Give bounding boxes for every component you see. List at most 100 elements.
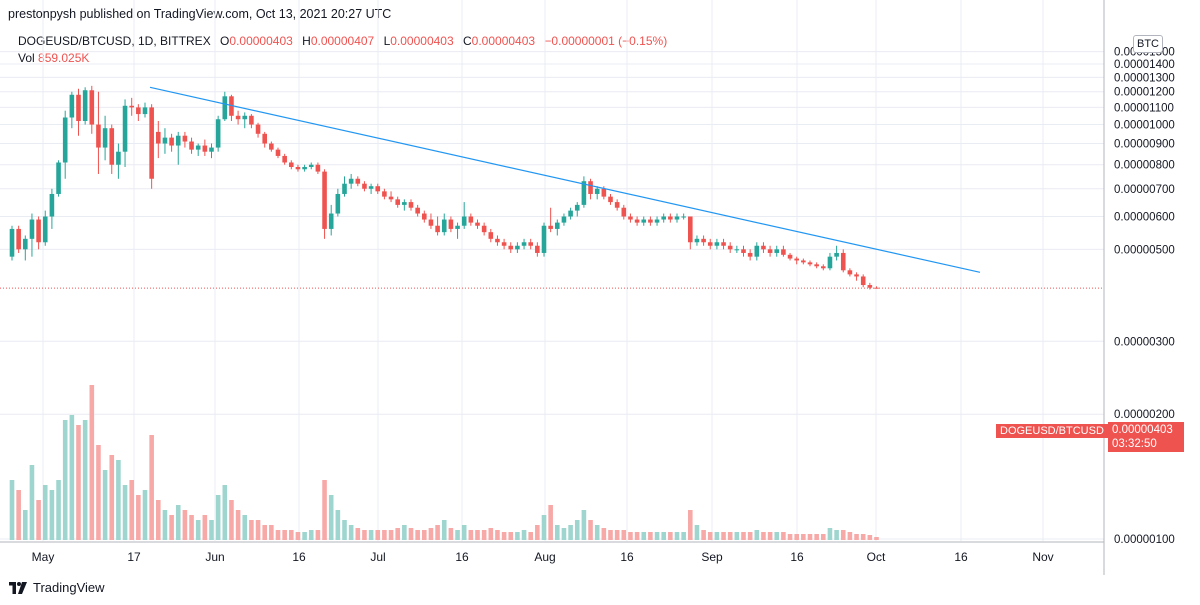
- candle-body: [362, 183, 367, 189]
- candle-body: [821, 266, 826, 269]
- price-axis: 0.000015000.000014000.000013000.00001200…: [1103, 0, 1175, 575]
- candle-body: [488, 232, 494, 239]
- candle-body: [315, 164, 321, 172]
- volume-bar: [415, 530, 420, 540]
- candle-body: [654, 219, 660, 223]
- volume-bar: [195, 520, 201, 540]
- volume-bar: [568, 525, 573, 540]
- price-tick-label: 0.00001100: [1114, 102, 1174, 114]
- volume-bar: [56, 480, 61, 540]
- volume-bar: [76, 425, 81, 540]
- volume-bar: [860, 534, 866, 540]
- price-tick-label: 0.00000500: [1114, 244, 1175, 256]
- candle-body: [56, 162, 61, 194]
- volume-bar: [422, 530, 427, 540]
- candle-body: [594, 188, 600, 194]
- volume-bar: [89, 385, 95, 540]
- brand-name: TradingView: [33, 580, 105, 595]
- volume-bar: [142, 490, 148, 540]
- candle-body: [628, 216, 633, 220]
- candle-body: [209, 147, 214, 152]
- volume-bar: [754, 530, 760, 540]
- candle-body: [854, 274, 859, 277]
- volume-bar: [322, 480, 327, 540]
- price-tick-label: 0.00001200: [1114, 87, 1175, 99]
- volume-bar: [388, 530, 394, 540]
- volume-bar: [42, 485, 48, 540]
- volume-bar: [362, 530, 367, 540]
- volume-bar: [528, 532, 533, 540]
- volume-bar: [335, 510, 341, 540]
- candle-body: [129, 105, 134, 108]
- candle-body: [608, 196, 613, 203]
- time-tick-label: 16: [954, 550, 968, 564]
- volume-bar: [402, 525, 407, 540]
- candle-body: [355, 178, 361, 184]
- tradingview-footer[interactable]: TradingView: [9, 580, 105, 595]
- candle-body: [235, 115, 241, 120]
- candle-body: [747, 252, 753, 257]
- open-value: 0.00000403: [229, 34, 293, 48]
- currency-badge[interactable]: BTC: [1133, 35, 1163, 53]
- candle-body: [408, 202, 414, 208]
- volume-bar: [129, 480, 134, 540]
- volume-bar: [275, 530, 281, 540]
- change-value: −0.00000001 (−0.15%): [544, 34, 668, 48]
- volume-bar: [741, 532, 746, 540]
- candle-body: [328, 213, 334, 229]
- volume-bar: [169, 515, 174, 540]
- candle-body: [335, 193, 341, 214]
- symbol-info[interactable]: DOGEUSD/BTCUSD, 1D, BITTREX: [18, 34, 211, 48]
- candle-body: [29, 219, 35, 239]
- volume-bar: [375, 530, 381, 540]
- candle-body: [634, 219, 640, 223]
- candle-body: [707, 242, 713, 246]
- time-axis: May 17 Jun 16 Jul 16 Aug 16 Sep 16 Oct 16 Nov: [0, 541, 1104, 564]
- volume-bar: [461, 525, 467, 540]
- candle-body: [202, 145, 208, 152]
- candle-body: [508, 245, 514, 250]
- time-tick-label: 16: [620, 550, 634, 564]
- time-tick-label: Jul: [370, 550, 385, 564]
- volume-bar: [747, 532, 753, 540]
- candle-body: [801, 260, 806, 263]
- candle-body: [515, 245, 520, 250]
- candle-body: [767, 249, 773, 253]
- volume-bar: [348, 525, 354, 540]
- volume-bar: [621, 530, 627, 540]
- volume-bar: [548, 505, 553, 540]
- candle-body: [787, 254, 793, 259]
- candle-body: [781, 249, 786, 255]
- volume-bar: [535, 525, 540, 540]
- volume-label[interactable]: Vol: [18, 51, 35, 65]
- open-label: O: [220, 34, 230, 48]
- candle-body: [136, 107, 141, 115]
- candle-body: [548, 225, 553, 229]
- candle-body: [435, 225, 440, 233]
- volume-bar: [222, 485, 228, 540]
- volume-bar: [36, 500, 41, 540]
- chart-overlay: [0, 86, 1104, 289]
- volume-bar: [16, 490, 21, 540]
- volume-bar: [262, 525, 267, 540]
- candle-body: [368, 186, 374, 189]
- volume-bar: [102, 470, 108, 540]
- candle-body: [614, 202, 620, 208]
- price-tick-label: 0.00000700: [1114, 184, 1175, 196]
- volume-bar: [395, 528, 400, 540]
- volume-bar: [9, 480, 15, 540]
- volume-bar: [229, 500, 234, 540]
- candle-body: [282, 155, 287, 163]
- volume-bar: [481, 530, 487, 540]
- candle-body: [840, 252, 846, 271]
- candle-body: [448, 219, 454, 229]
- time-tick-label: Nov: [1032, 550, 1053, 564]
- volume-bar: [821, 534, 826, 540]
- volume-bar: [581, 510, 587, 540]
- volume-bar: [202, 515, 208, 540]
- volume-bar: [661, 532, 666, 540]
- candle-body: [681, 216, 686, 218]
- candle-body: [588, 181, 593, 194]
- candle-body: [348, 178, 354, 184]
